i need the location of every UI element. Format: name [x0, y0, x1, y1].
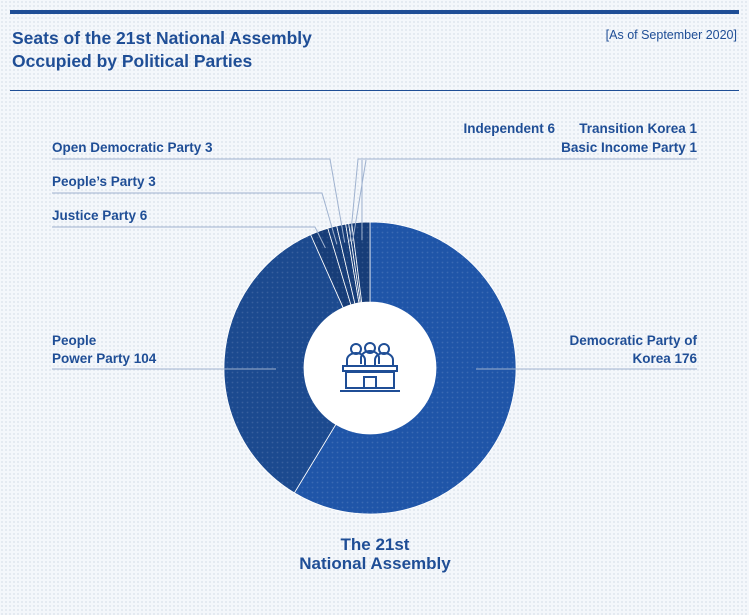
top-accent-bar	[10, 10, 739, 14]
leader-line	[52, 226, 326, 249]
slice-label: Korea 176	[632, 351, 697, 366]
slice-texture	[351, 222, 370, 303]
slice-label: Justice Party 6	[52, 208, 148, 223]
header-divider	[10, 90, 739, 91]
center-label-line-2: National Assembly	[299, 554, 451, 573]
slice-label: Power Party 104	[52, 351, 157, 366]
leader-lines	[52, 158, 697, 370]
donut-hole	[304, 302, 436, 434]
slice-texture	[294, 222, 516, 514]
slice-texture	[336, 224, 359, 304]
slice-label: Open Democratic Party 3	[52, 140, 213, 155]
leader-line	[352, 159, 367, 242]
slice-label: People’s Party 3	[52, 174, 156, 189]
leader-line	[52, 158, 346, 243]
title-line-2: Occupied by Political Parties	[12, 51, 253, 71]
slice-label: People	[52, 333, 97, 348]
leader-line	[349, 158, 697, 242]
slice-label: Democratic Party of	[569, 333, 697, 348]
slice-texture	[310, 228, 351, 308]
title-line-1: Seats of the 21st National Assembly	[12, 28, 312, 48]
date-note: [As of September 2020]	[605, 28, 737, 42]
slice-label: Transition Korea 1	[579, 121, 697, 136]
slice-texture	[345, 223, 361, 303]
donut-slices	[223, 221, 517, 515]
chart-title: Seats of the 21st National Assembly Occu…	[12, 27, 312, 73]
national-assembly-icon	[340, 342, 400, 392]
slice-texture	[348, 223, 362, 303]
leader-line	[52, 192, 338, 245]
slice-label: Independent 6	[463, 121, 555, 136]
slice-texture	[223, 234, 344, 493]
center-label-line-1: The 21st	[341, 535, 410, 554]
slice-labels: Democratic Party of Korea 176 People Power …	[52, 121, 698, 366]
slice-texture	[327, 225, 355, 305]
slice-label: Basic Income Party 1	[561, 140, 697, 155]
